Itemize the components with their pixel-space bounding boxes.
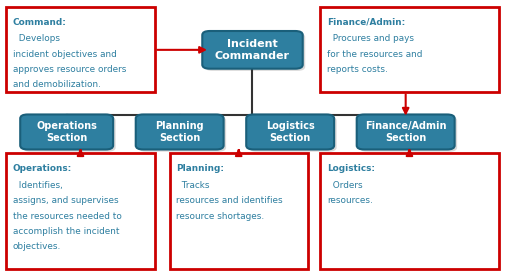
Text: Planning:: Planning: <box>176 164 224 173</box>
Text: resource shortages.: resource shortages. <box>176 212 264 221</box>
FancyBboxPatch shape <box>20 115 113 149</box>
Text: reports costs.: reports costs. <box>327 65 387 74</box>
Text: Operations:: Operations: <box>13 164 72 173</box>
Text: approves resource orders: approves resource orders <box>13 65 126 74</box>
Bar <box>7 7 155 92</box>
Bar <box>7 153 155 269</box>
Text: Identifies,: Identifies, <box>13 181 63 190</box>
FancyBboxPatch shape <box>249 117 337 152</box>
Text: Command:: Command: <box>13 17 67 27</box>
FancyBboxPatch shape <box>23 117 116 152</box>
Text: resources.: resources. <box>327 196 373 205</box>
FancyBboxPatch shape <box>359 117 457 152</box>
FancyBboxPatch shape <box>357 115 454 149</box>
Text: Operations
Section: Operations Section <box>36 121 97 143</box>
Text: Finance/Admin
Section: Finance/Admin Section <box>365 121 446 143</box>
Text: Incident
Commander: Incident Commander <box>215 39 290 61</box>
Text: for the resources and: for the resources and <box>327 50 422 58</box>
Text: Procures and pays: Procures and pays <box>327 34 414 43</box>
Text: resources and identifies: resources and identifies <box>176 196 283 205</box>
FancyBboxPatch shape <box>246 115 334 149</box>
Text: assigns, and supervises: assigns, and supervises <box>13 196 119 205</box>
Text: Orders: Orders <box>327 181 363 190</box>
FancyBboxPatch shape <box>138 117 226 152</box>
Text: accomplish the incident: accomplish the incident <box>13 227 120 236</box>
Text: incident objectives and: incident objectives and <box>13 50 117 58</box>
Bar <box>320 153 498 269</box>
Bar <box>170 153 308 269</box>
Text: Planning
Section: Planning Section <box>156 121 204 143</box>
Text: Logistics:: Logistics: <box>327 164 375 173</box>
Text: the resources needed to: the resources needed to <box>13 212 122 221</box>
Bar <box>320 7 498 92</box>
FancyBboxPatch shape <box>203 31 302 69</box>
Text: Finance/Admin:: Finance/Admin: <box>327 17 405 27</box>
Text: Logistics
Section: Logistics Section <box>266 121 315 143</box>
FancyBboxPatch shape <box>136 115 224 149</box>
Text: Develops: Develops <box>13 34 60 43</box>
Text: and demobilization.: and demobilization. <box>13 80 101 89</box>
Text: Tracks: Tracks <box>176 181 210 190</box>
Text: objectives.: objectives. <box>13 242 61 251</box>
FancyBboxPatch shape <box>205 33 305 71</box>
